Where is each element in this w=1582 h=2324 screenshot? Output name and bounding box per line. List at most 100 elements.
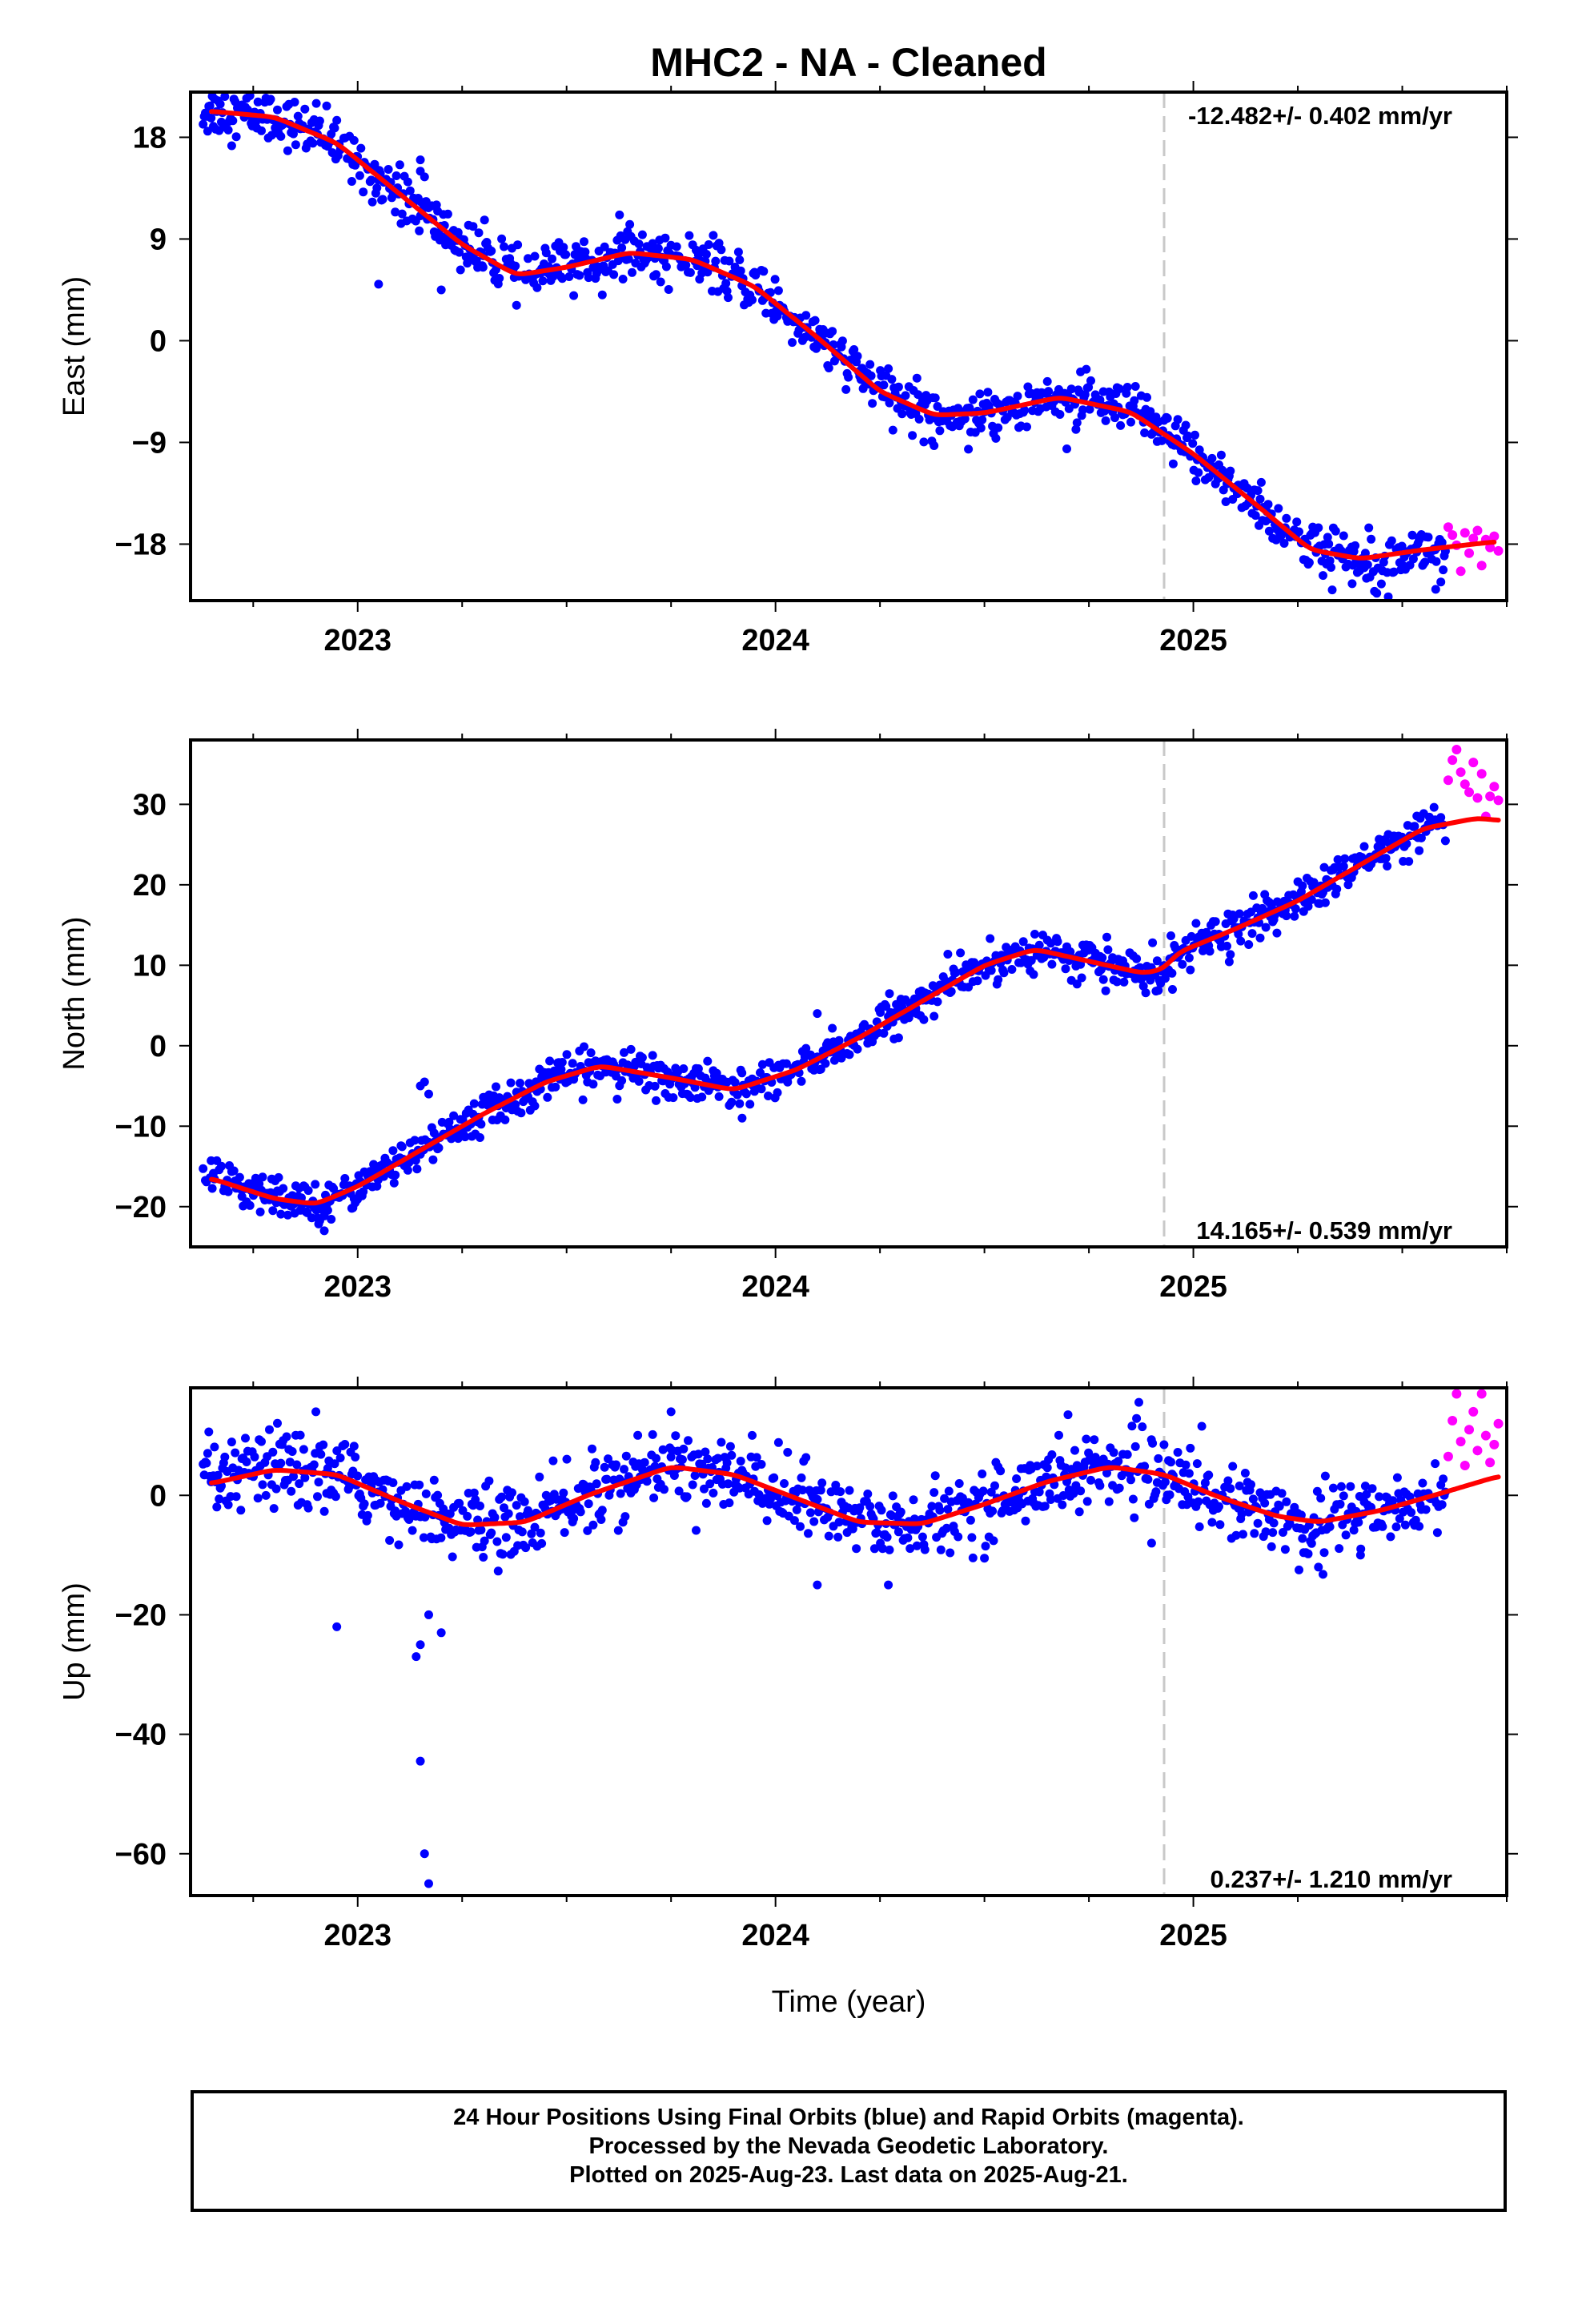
north-final-point xyxy=(516,1108,526,1118)
up-final-point xyxy=(517,1527,527,1537)
up-final-point xyxy=(852,1544,861,1554)
up-final-point xyxy=(1054,1430,1063,1440)
up-final-point xyxy=(978,1470,987,1478)
up-final-point xyxy=(1130,1513,1139,1522)
north-final-point xyxy=(986,966,996,975)
east-final-point xyxy=(1282,513,1291,523)
north-final-point xyxy=(1319,862,1329,872)
north-final-point xyxy=(1101,986,1110,995)
east-final-point xyxy=(383,165,393,174)
east-final-point xyxy=(828,327,837,336)
north-final-point xyxy=(428,1155,438,1164)
up-final-point xyxy=(257,1437,266,1446)
up-final-point xyxy=(600,1462,609,1472)
up-final-point xyxy=(223,1500,233,1510)
east-final-point xyxy=(356,143,366,153)
east-final-point xyxy=(291,140,300,150)
up-final-point xyxy=(1319,1570,1327,1579)
up-final-point xyxy=(332,1446,342,1456)
up-final-point xyxy=(666,1452,676,1462)
up-final-point xyxy=(981,1542,990,1551)
east-final-point xyxy=(359,187,368,197)
east-final-point xyxy=(1072,418,1082,428)
up-y-tick-label: 0 xyxy=(150,1479,167,1513)
up-final-point xyxy=(1076,1486,1086,1496)
up-final-point xyxy=(420,1512,430,1522)
east-final-point xyxy=(1253,486,1263,496)
up-final-point xyxy=(701,1498,711,1508)
up-final-point xyxy=(669,1471,679,1480)
east-final-point xyxy=(704,240,713,249)
up-final-point xyxy=(516,1512,524,1522)
up-final-point xyxy=(311,1407,321,1417)
up-final-point xyxy=(1040,1502,1050,1511)
up-final-point xyxy=(1378,1522,1387,1531)
up-final-point xyxy=(780,1479,789,1488)
north-final-point xyxy=(737,1113,747,1123)
up-final-point xyxy=(909,1495,918,1505)
east-final-point xyxy=(1194,468,1203,477)
east-final-point xyxy=(609,270,619,279)
north-final-point xyxy=(1184,953,1194,963)
north-final-point xyxy=(1018,937,1028,947)
east-final-point xyxy=(311,99,321,108)
north-final-point xyxy=(1112,977,1122,987)
east-final-point xyxy=(841,384,851,394)
up-final-point xyxy=(1194,1497,1203,1506)
north-final-point xyxy=(1053,937,1062,947)
up-rapid-point xyxy=(1472,1445,1483,1456)
up-final-point xyxy=(309,1460,319,1470)
east-final-point xyxy=(960,414,970,424)
up-final-point xyxy=(1320,1471,1330,1481)
up-final-point xyxy=(448,1552,457,1562)
up-final-point xyxy=(703,1454,713,1464)
north-final-point xyxy=(229,1166,239,1176)
up-final-point xyxy=(713,1454,723,1463)
east-final-point xyxy=(1044,387,1054,396)
east-rapid-point xyxy=(1460,528,1470,538)
up-final-point xyxy=(789,1516,799,1526)
east-final-point xyxy=(853,352,862,361)
east-final-point xyxy=(1389,567,1399,577)
east-final-point xyxy=(351,160,360,170)
up-final-point xyxy=(1032,1462,1042,1471)
north-final-point xyxy=(274,1172,283,1182)
east-final-point xyxy=(1327,563,1335,572)
east-y-tick-label: 9 xyxy=(150,223,167,256)
north-final-point xyxy=(1436,813,1446,822)
east-final-point xyxy=(1183,431,1193,440)
east-final-point xyxy=(868,399,877,408)
north-final-point xyxy=(986,934,995,943)
east-final-point xyxy=(1020,405,1030,415)
up-final-point xyxy=(335,1454,345,1462)
north-final-point xyxy=(999,968,1009,978)
east-final-point xyxy=(801,311,811,320)
east-final-point xyxy=(618,275,628,283)
north-final-point xyxy=(268,1206,278,1216)
up-final-point xyxy=(1151,1487,1161,1497)
east-final-point xyxy=(557,274,567,283)
up-final-point xyxy=(1146,1538,1156,1548)
up-final-point xyxy=(490,1513,500,1522)
north-final-point xyxy=(757,1059,767,1069)
up-final-point xyxy=(1034,1487,1044,1497)
up-final-point xyxy=(520,1497,529,1506)
north-x-tick-label: 2024 xyxy=(741,1270,809,1304)
up-rate-label: 0.237+/- 1.210 mm/yr xyxy=(1211,1865,1452,1893)
east-final-point xyxy=(370,159,379,169)
north-final-point xyxy=(1282,911,1291,921)
north-final-point xyxy=(223,1187,233,1196)
north-final-point xyxy=(829,1055,839,1065)
up-final-point xyxy=(769,1473,779,1482)
up-final-point xyxy=(1415,1522,1424,1531)
east-final-point xyxy=(1274,504,1283,513)
up-final-point xyxy=(885,1545,894,1554)
up-final-point xyxy=(330,1459,339,1469)
up-final-point xyxy=(940,1494,950,1503)
east-final-point xyxy=(1042,376,1052,386)
north-final-point xyxy=(444,1117,454,1127)
up-final-point xyxy=(692,1526,701,1535)
up-final-point xyxy=(419,1533,428,1542)
north-final-point xyxy=(1320,898,1330,907)
up-final-point xyxy=(1314,1562,1323,1572)
